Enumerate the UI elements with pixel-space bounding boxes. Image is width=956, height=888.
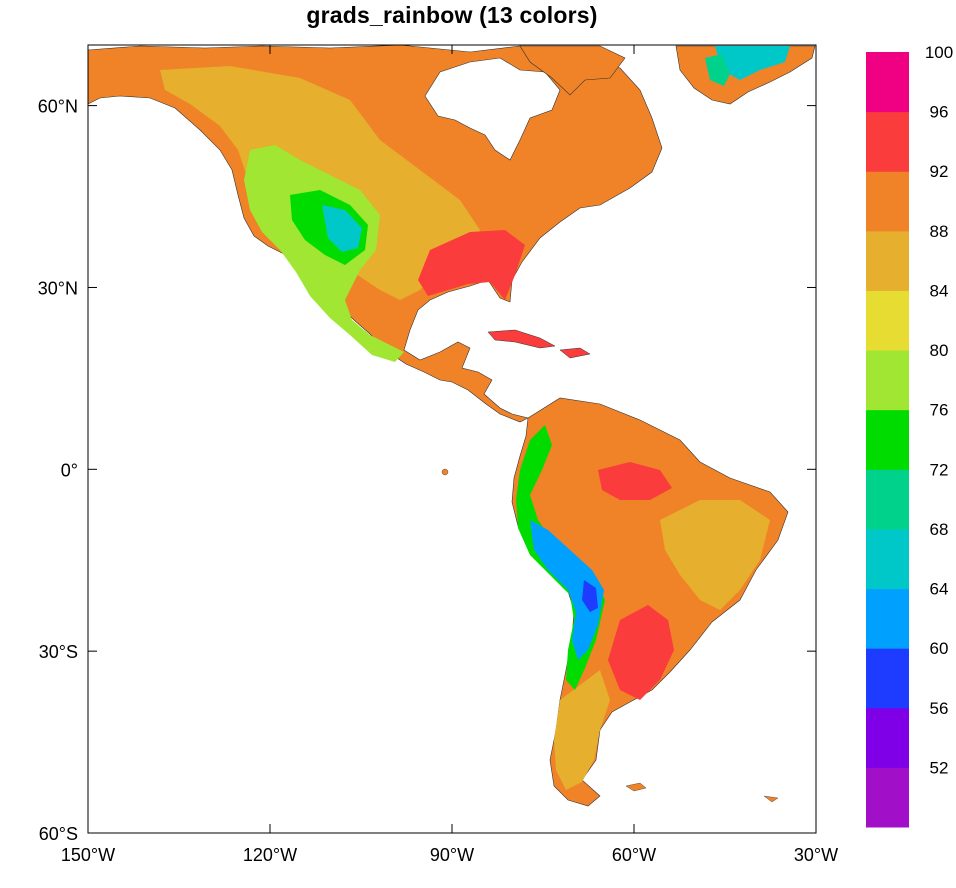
map-plot-area: 150°W 120°W 90°W 60°W 30°W 60°N 30°N 0° 30°S 60°S [38,44,838,865]
colorbar-label: 56 [930,699,949,718]
colorbar-label: 60 [930,639,949,658]
colorbar-swatch [866,111,909,172]
hispaniola [559,347,591,359]
y-tick-label: 0° [61,460,78,480]
galapagos [441,468,449,476]
southeast-us-hot [418,230,525,300]
colorbar-label: 64 [930,580,949,599]
colorbar-swatch [866,230,909,291]
colorbar-swatch [866,707,909,768]
colorbar-label: 52 [930,758,949,777]
y-tick-label: 60°N [38,97,78,117]
colorbar-swatch [866,52,909,113]
colorbar: 52 56 60 64 68 72 76 80 84 88 92 96 100 104 [866,0,953,828]
y-tick-label: 30°S [39,642,78,662]
y-tick-label: 30°N [38,278,78,298]
colorbar-swatch [866,767,909,828]
y-tick-label: 60°S [39,824,78,844]
colorbar-label: 72 [930,460,949,479]
rocky-mountains-blue [322,205,362,252]
x-tick-label: 30°W [794,845,838,865]
colorbar-swatch [866,171,909,232]
x-tick-label: 120°W [243,845,297,865]
colorbar-label: 104 [925,0,953,2]
x-tick-label: 90°W [430,845,474,865]
chaco-hot [608,605,674,700]
colorbar-swatch [866,528,909,590]
colorbar-label: 88 [930,222,949,241]
arctic-islands [519,45,626,96]
andes-blue [530,520,604,660]
colorbar-swatch [866,588,909,649]
hudson-bay [424,57,561,161]
south-america-yellow [554,670,610,790]
colorbar-label: 92 [930,162,949,181]
colorbar-label: 80 [930,341,949,360]
colorbar-swatch [866,469,909,530]
south-georgia [763,795,779,803]
cuba [487,329,556,349]
colorbar-swatch [866,290,909,351]
amazon-hot [598,462,672,500]
x-tick-label: 150°W [61,845,115,865]
x-tick-label: 60°W [612,845,656,865]
colorbar-label: 68 [930,520,949,539]
colorbar-swatch [866,350,909,411]
colorbar-label: 76 [930,401,949,420]
chart-title: grads_rainbow (13 colors) [306,2,598,28]
colorbar-label: 96 [930,103,949,122]
altiplano-deep-blue [582,580,598,612]
falklands [625,782,647,792]
brazil-plateau [660,500,770,610]
land-fill-layer [87,44,816,807]
colorbar-label: 84 [930,281,949,300]
colorbar-label: 100 [925,43,953,62]
greenland-edge [705,54,730,86]
colorbar-swatch [866,648,909,709]
greenland-ice [715,46,790,80]
axis-ticks: 150°W 120°W 90°W 60°W 30°W 60°N 30°N 0° 30°S 60°S [38,45,838,865]
colorbar-swatch [866,409,909,470]
